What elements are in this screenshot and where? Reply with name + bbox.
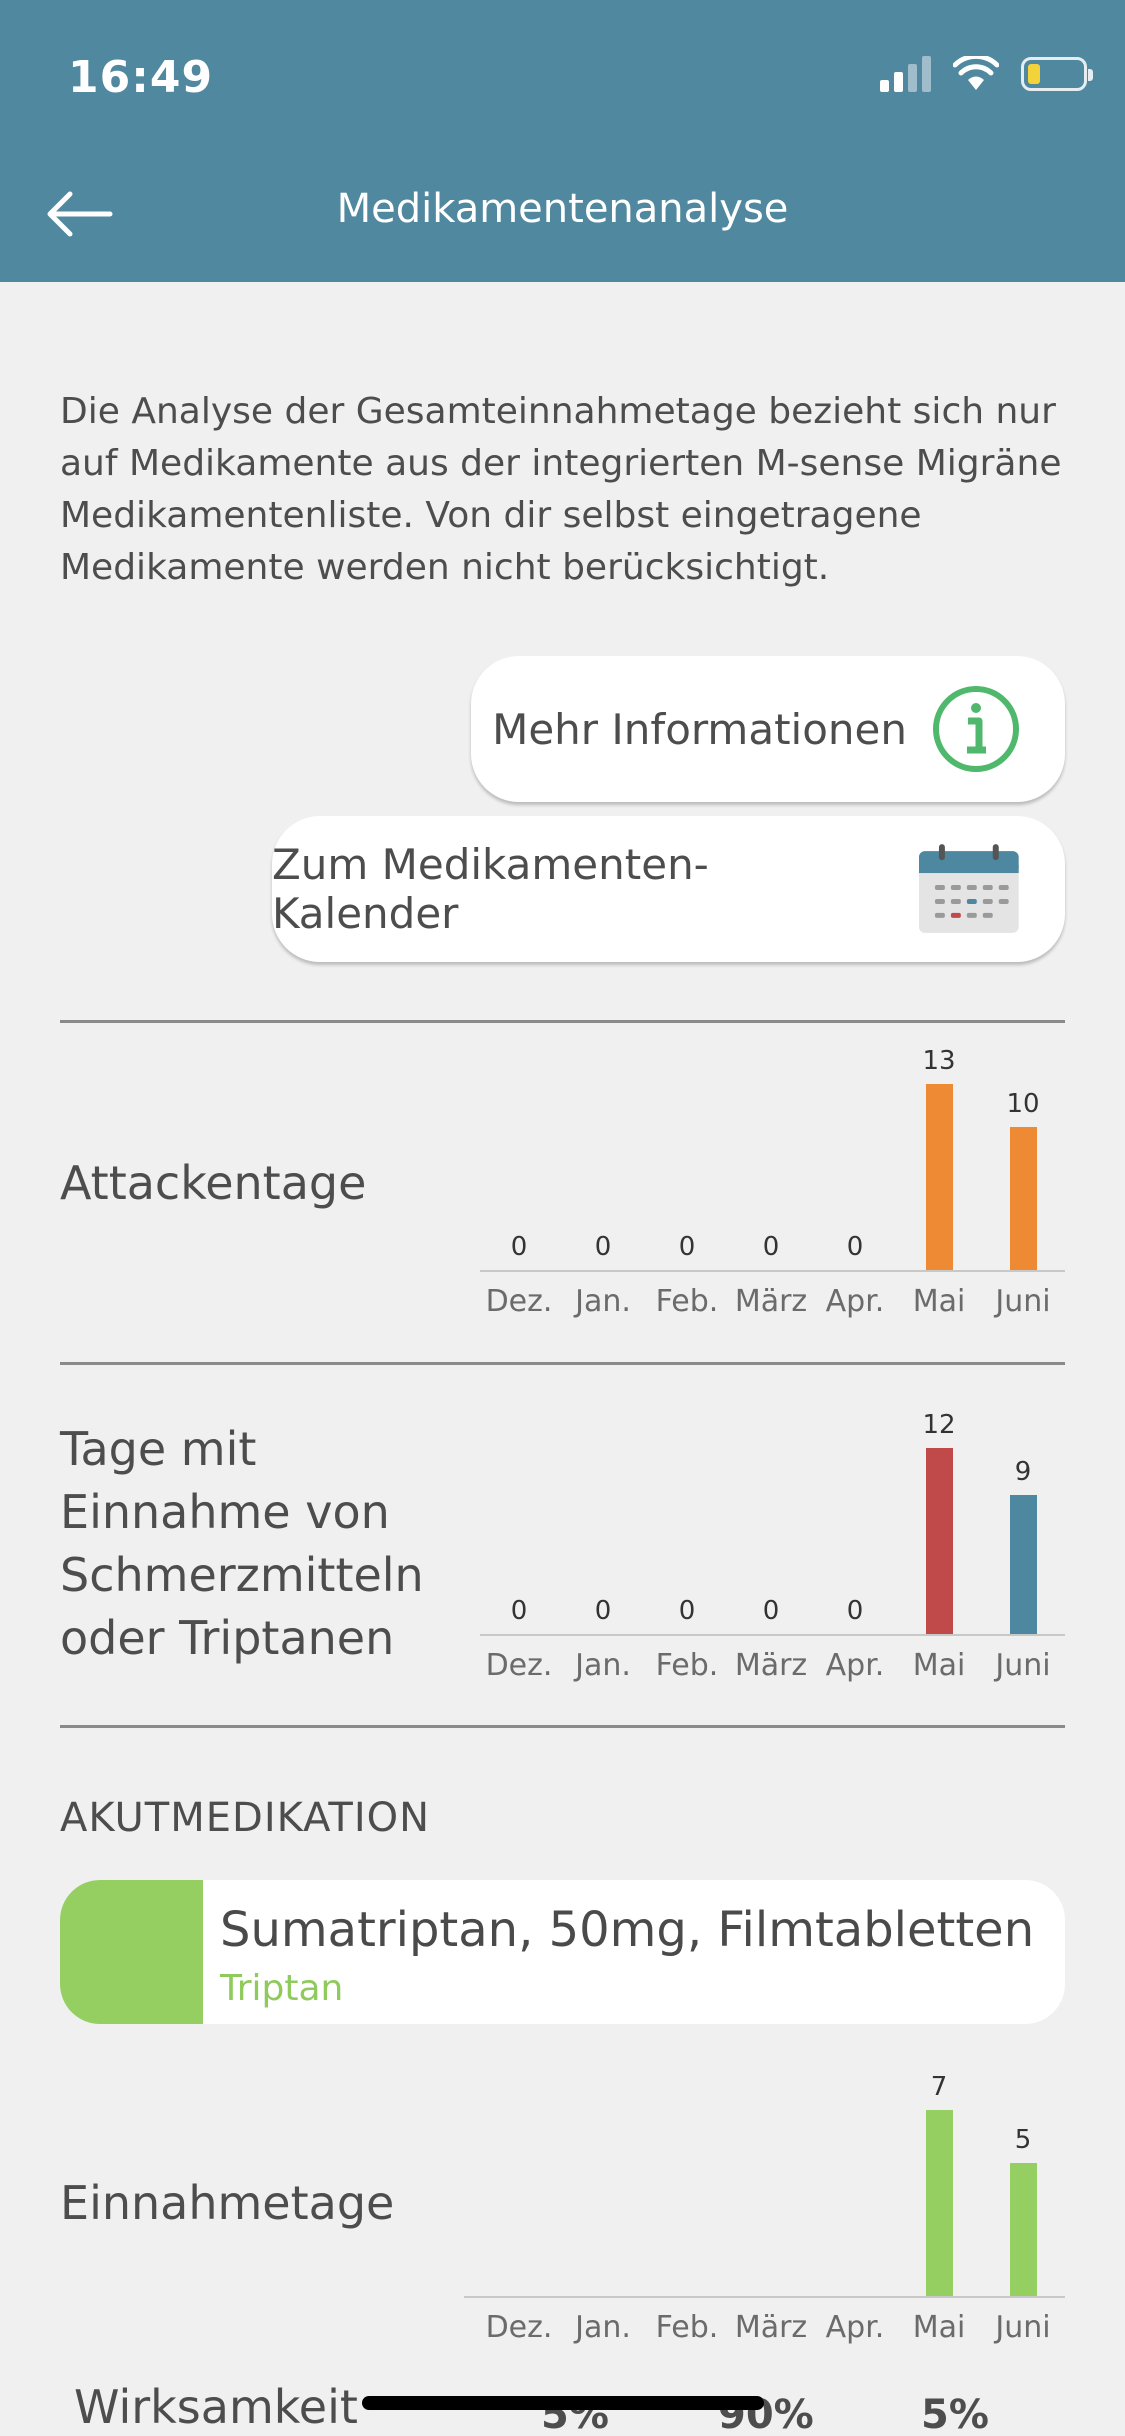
chart-value-label: 10: [1006, 1088, 1040, 1119]
chart-value-label: 0: [846, 1596, 864, 1626]
chart-x-tick-label: Juni: [995, 1648, 1051, 1683]
calendar-icon: [919, 844, 1020, 933]
chart-x-tick-label: Dez.: [485, 2310, 553, 2345]
acute-medication-heading: AKUTMEDIKATION: [60, 1795, 431, 1841]
wifi-icon: [953, 56, 999, 90]
chart-x-tick-label: März: [734, 2310, 808, 2345]
chart-value-label: 0: [762, 1596, 780, 1626]
chart-bar: [925, 2110, 953, 2296]
chart-value-label: 0: [762, 1232, 780, 1262]
chart-x-tick-label: Dez.: [485, 1284, 553, 1319]
chart-x-tick-label: Apr.: [825, 2310, 885, 2345]
medication-card[interactable]: Sumatriptan, 50mg, Filmtabletten Triptan: [60, 1880, 1065, 2024]
back-button[interactable]: [44, 182, 118, 246]
chart-x-tick-label: Feb.: [655, 1648, 719, 1683]
chart-x-tick-label: März: [734, 1648, 808, 1683]
medication-name: Sumatriptan, 50mg, Filmtabletten: [220, 1902, 1035, 1958]
more-info-button[interactable]: Mehr Informationen: [471, 656, 1065, 802]
chart-value-label: 0: [594, 1596, 612, 1626]
back-arrow-icon: [47, 191, 113, 237]
divider: [60, 1020, 1065, 1023]
chart-value-label: 0: [510, 1596, 528, 1626]
divider: [60, 1725, 1065, 1728]
chart-x-tick-label: März: [734, 1284, 808, 1319]
chart-value-label: 13: [922, 1046, 956, 1076]
chart-value-label: 0: [594, 1232, 612, 1262]
chart-x-tick-label: Feb.: [655, 2310, 719, 2345]
chart-bar: [925, 1448, 953, 1634]
chart-bar: [1009, 1126, 1037, 1270]
chart-value-label: 0: [846, 1232, 864, 1262]
chart-x-tick-label: Mai: [912, 2310, 966, 2345]
chart-value-label: 0: [678, 1232, 696, 1262]
divider: [60, 1362, 1065, 1365]
chart-axis: [464, 2296, 1065, 2298]
chart-x-tick-label: Juni: [995, 2310, 1051, 2345]
efficacy-value: 5%: [921, 2392, 989, 2436]
chart-value-label: 0: [510, 1232, 528, 1262]
efficacy-label: Wirksamkeit: [74, 2380, 358, 2434]
chart-x-tick-label: Mai: [912, 1648, 966, 1683]
intro-text: Die Analyse der Gesamteinnahmetage bezie…: [60, 391, 1062, 588]
chart-value-label: 9: [1014, 1456, 1032, 1487]
chart-value-label: 0: [678, 1596, 696, 1626]
intake-days-chart: Dez. Jan. Feb. März Apr. Mai 7 Juni 5: [464, 2066, 1065, 2356]
chart-x-tick-label: Juni: [995, 1284, 1051, 1319]
battery-icon: [1021, 57, 1093, 91]
chart-value-label: 5: [1014, 2125, 1032, 2156]
chart-x-tick-label: Apr.: [825, 1648, 885, 1683]
chart-bar: [925, 1084, 953, 1270]
chart-x-tick-label: Mai: [912, 1284, 966, 1319]
chart-axis: [480, 1270, 1065, 1272]
cellular-signal-icon: [880, 56, 931, 92]
chart-value-label: 7: [930, 2072, 948, 2102]
chart-x-tick-label: Jan.: [575, 1648, 631, 1683]
chart-x-tick-label: Dez.: [485, 1648, 553, 1683]
chart-x-tick-label: Jan.: [575, 1284, 631, 1319]
chart-axis: [480, 1634, 1065, 1636]
home-indicator: [362, 2396, 764, 2410]
chart-bar: [1009, 1494, 1037, 1634]
intake-days-label: Einnahmetage: [60, 2176, 395, 2230]
more-info-label: Mehr Informationen: [492, 704, 907, 754]
medication-color-swatch: [60, 1880, 203, 2024]
info-icon: [933, 686, 1019, 772]
chart-x-tick-label: Jan.: [575, 2310, 631, 2345]
attack-days-label: Attackentage: [60, 1156, 367, 1210]
status-time: 16:49: [68, 52, 214, 103]
medication-type: Triptan: [220, 1968, 344, 2009]
page-title: Medikamentenanalyse: [336, 186, 789, 232]
attack-days-chart: Dez. 0 Jan. 0 Feb. 0 März 0 Apr. 0 Mai 13 Juni 10: [480, 1040, 1065, 1330]
chart-x-tick-label: Feb.: [655, 1284, 719, 1319]
chart-x-tick-label: Apr.: [825, 1284, 885, 1319]
status-icons: [880, 56, 1093, 92]
chart-value-label: 12: [922, 1410, 956, 1440]
medication-calendar-button[interactable]: Zum Medikamenten-Kalender: [272, 816, 1065, 962]
painkiller-days-chart: Dez. 0 Jan. 0 Feb. 0 März 0 Apr. 0 Mai 12 Juni 9: [480, 1404, 1065, 1694]
app-header: 16:49 Medikamentenanalyse: [0, 0, 1125, 282]
chart-bar: [1009, 2163, 1037, 2296]
medication-calendar-label: Zum Medikamenten-Kalender: [272, 840, 709, 938]
painkiller-days-label: Tage mit Einnahme von Schmerzmitteln ode…: [60, 1422, 424, 1665]
